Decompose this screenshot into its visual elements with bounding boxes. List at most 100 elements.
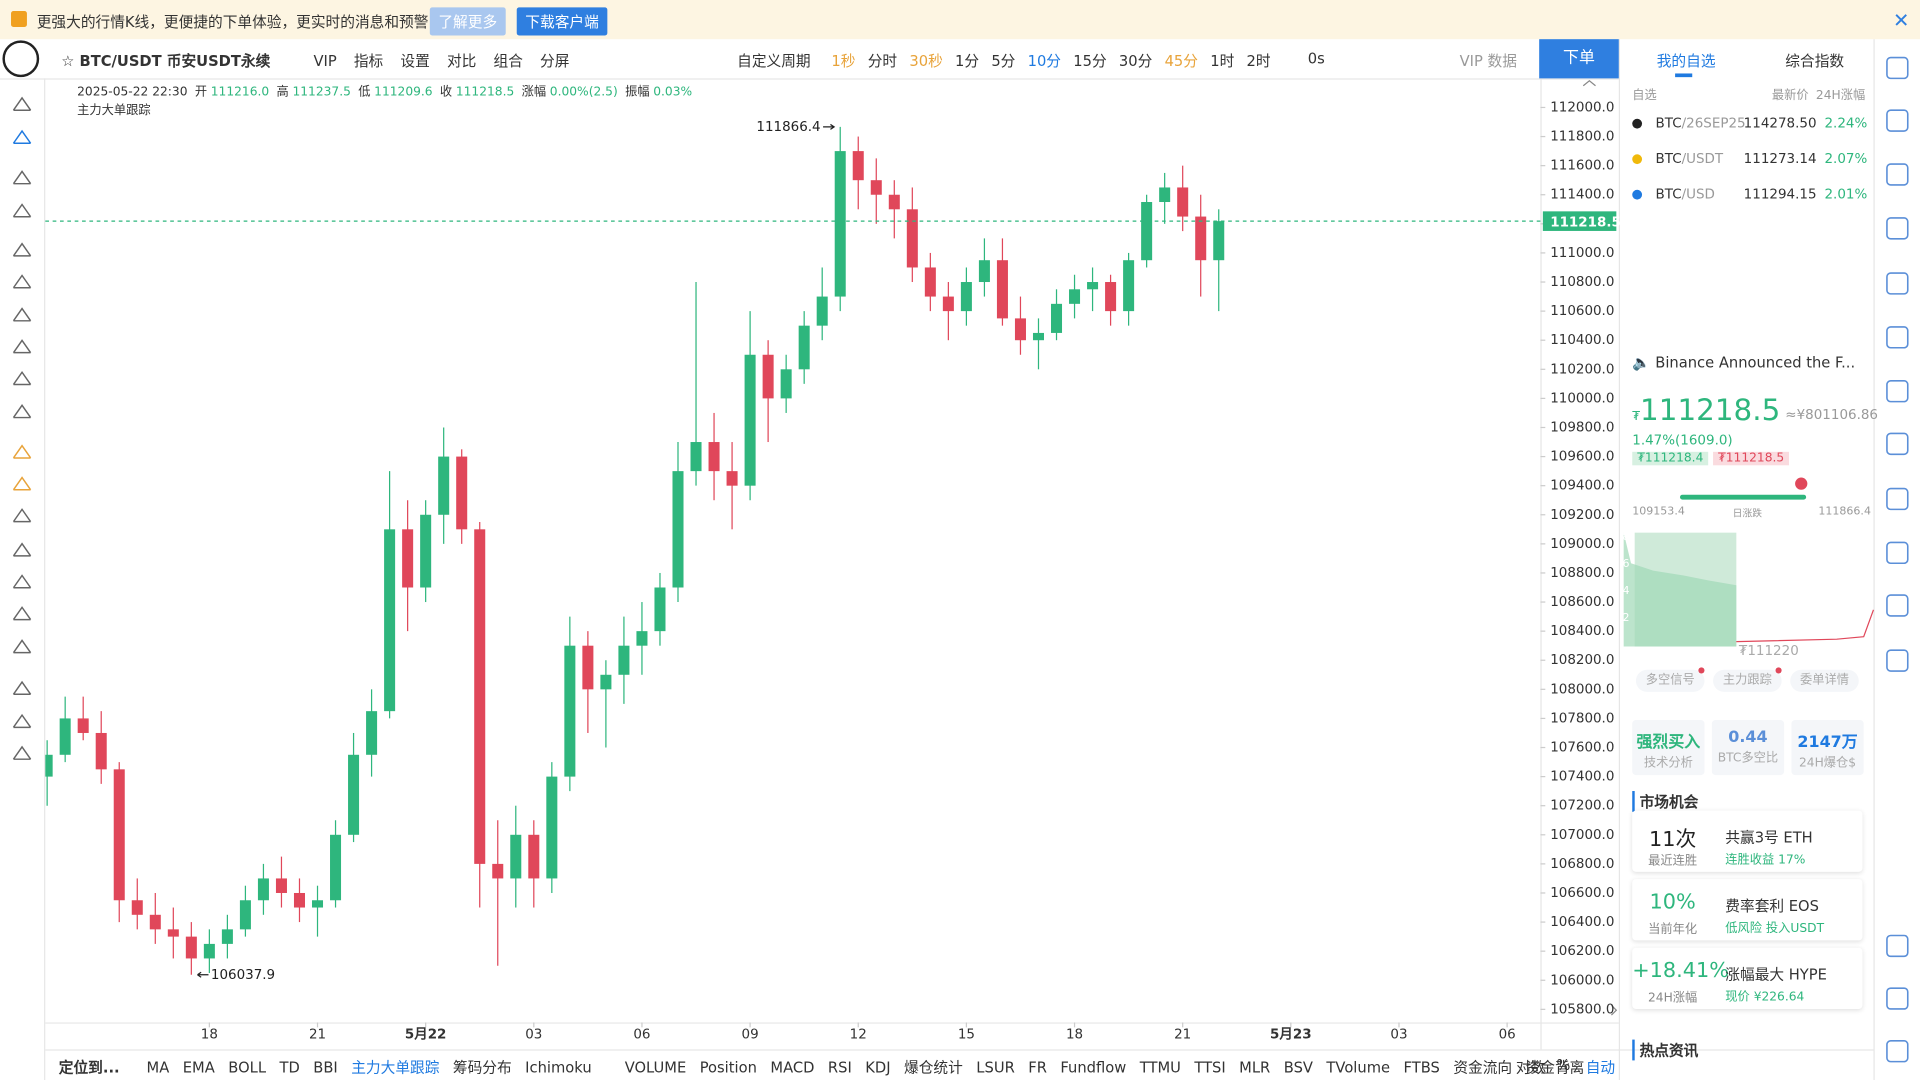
tool-icon[interactable] xyxy=(12,713,32,729)
auto-toggle[interactable]: 自动 xyxy=(1585,1059,1616,1077)
tool-icon[interactable] xyxy=(12,574,32,589)
toolbar-item[interactable]: VIP xyxy=(313,52,337,70)
indicator[interactable]: FTBS xyxy=(1403,1058,1440,1076)
symbol[interactable]: ☆ BTC/USDT 币安USDT永续 xyxy=(61,50,270,71)
symbol-name[interactable]: BTC/USDT 币安USDT永续 xyxy=(79,52,271,70)
tool-icon[interactable] xyxy=(12,242,32,257)
indicator[interactable]: 主力大单跟踪 xyxy=(351,1059,440,1077)
indicator[interactable]: BBI xyxy=(313,1058,338,1076)
period[interactable]: 1秒 xyxy=(831,52,856,70)
side-button[interactable]: 委单详情 xyxy=(1790,669,1859,692)
tool-icon[interactable] xyxy=(12,680,32,696)
tool-icon[interactable] xyxy=(12,96,32,111)
indicator[interactable]: TTSI xyxy=(1194,1058,1226,1076)
pair[interactable]: BTC/26SEP25 xyxy=(1656,115,1746,131)
indicator[interactable]: BSV xyxy=(1283,1058,1313,1076)
side-icon[interactable] xyxy=(1886,934,1909,958)
tool-icon[interactable] xyxy=(12,339,32,354)
period[interactable]: 分时 xyxy=(867,52,898,70)
period[interactable]: 30分 xyxy=(1118,52,1153,70)
side-icon[interactable] xyxy=(1886,649,1909,672)
indicator[interactable]: EMA xyxy=(182,1058,215,1076)
indicator[interactable]: TD xyxy=(279,1058,300,1076)
scroll-right[interactable] xyxy=(1610,1004,1618,1016)
tool-icon[interactable] xyxy=(12,542,32,557)
toolbar-item[interactable]: 组合 xyxy=(493,52,523,70)
indicator[interactable]: MACD xyxy=(770,1058,815,1076)
logo[interactable] xyxy=(2,40,40,78)
period[interactable]: 1分 xyxy=(955,52,980,70)
tab[interactable]: 综合指数 xyxy=(1785,52,1845,70)
locate[interactable]: 定位到... xyxy=(58,1059,120,1077)
toolbar-item[interactable]: 分屏 xyxy=(540,52,570,70)
scroll-up[interactable] xyxy=(1582,80,1596,87)
opportunity-card[interactable]: 11次 最近连胜 共赢3号 ETH 连胜收益 17% xyxy=(1632,810,1863,872)
side-button[interactable]: 主力跟踪 xyxy=(1713,669,1782,692)
tool-icon[interactable] xyxy=(12,370,32,386)
side-icon[interactable] xyxy=(1886,109,1909,132)
side-icon[interactable] xyxy=(1886,163,1909,186)
side-icon[interactable] xyxy=(1886,594,1909,617)
indicator[interactable]: Fundflow xyxy=(1060,1058,1127,1076)
vip-data[interactable]: VIP 数据 xyxy=(1459,52,1517,70)
pair[interactable]: BTC/USDT xyxy=(1656,151,1724,167)
news[interactable]: 🔈 Binance Announced the F... xyxy=(1632,353,1856,372)
side-icon[interactable] xyxy=(1886,380,1909,403)
tool-icon[interactable] xyxy=(12,508,32,523)
indicator[interactable]: MLR xyxy=(1239,1058,1271,1076)
tool-icon[interactable] xyxy=(12,203,32,218)
tool-icon[interactable] xyxy=(12,404,32,419)
side-icon[interactable] xyxy=(1886,1040,1909,1063)
toolbar-item[interactable]: 设置 xyxy=(400,52,430,70)
indicator[interactable]: 爆仓统计 xyxy=(904,1059,963,1077)
star[interactable]: ☆ xyxy=(61,52,75,70)
period[interactable]: 2时 xyxy=(1246,52,1271,70)
percent-toggle[interactable]: % xyxy=(1556,1056,1571,1074)
side-icon[interactable] xyxy=(1886,326,1909,349)
indicator[interactable]: RSI xyxy=(827,1058,852,1076)
indicator[interactable]: KDJ xyxy=(865,1058,891,1076)
indicator[interactable]: TTMU xyxy=(1139,1058,1181,1076)
indicator[interactable]: 资金流向 xyxy=(1453,1059,1513,1077)
indicator[interactable]: VOLUME xyxy=(624,1058,687,1076)
news-text[interactable]: Binance Announced the F... xyxy=(1655,353,1856,372)
download[interactable]: 下载客户端 xyxy=(516,7,608,36)
tool-icon[interactable] xyxy=(12,476,32,491)
pair[interactable]: BTC/USD xyxy=(1656,186,1715,202)
indicator[interactable]: TVolume xyxy=(1326,1058,1391,1076)
side-icon[interactable] xyxy=(1886,217,1909,240)
indicator[interactable]: 资金背离 xyxy=(1525,1059,1585,1077)
tool-icon[interactable] xyxy=(12,129,32,145)
period[interactable]: 45分 xyxy=(1164,52,1198,70)
side-icon[interactable] xyxy=(1886,56,1909,80)
side-icon[interactable] xyxy=(1886,487,1909,511)
opportunity-card[interactable]: +18.41% 24H涨幅 涨幅最大 HYPE 现价 ¥226.64 xyxy=(1632,947,1863,1009)
period[interactable]: 1时 xyxy=(1210,52,1235,70)
tool-icon[interactable] xyxy=(12,606,32,621)
period[interactable]: 10分 xyxy=(1027,52,1062,70)
learn-more[interactable]: 了解更多 xyxy=(429,7,506,36)
indicator[interactable]: MA xyxy=(146,1058,170,1076)
period[interactable]: 15分 xyxy=(1073,52,1107,70)
indicator[interactable]: LSUR xyxy=(976,1058,1015,1076)
period[interactable]: 30秒 xyxy=(909,52,943,70)
toolbar-item[interactable]: 对比 xyxy=(446,52,477,70)
close-banner[interactable]: ✕ xyxy=(1893,8,1910,32)
tool-icon[interactable] xyxy=(12,274,32,289)
tool-icon[interactable] xyxy=(12,745,32,760)
side-icon[interactable] xyxy=(1886,541,1909,565)
custom-period[interactable]: 自定义周期 xyxy=(737,52,811,70)
log-toggle[interactable]: 对数 xyxy=(1515,1059,1546,1077)
toolbar-item[interactable]: 指标 xyxy=(353,52,384,70)
opportunity-card[interactable]: 10% 当前年化 费率套利 EOS 低风险 投入USDT xyxy=(1632,879,1863,941)
tool-icon[interactable] xyxy=(12,307,32,322)
side-icon[interactable] xyxy=(1886,432,1909,456)
indicator[interactable]: BOLL xyxy=(228,1058,267,1076)
tab[interactable]: 我的自选 xyxy=(1656,52,1716,70)
tool-icon[interactable] xyxy=(12,170,32,185)
side-button[interactable]: 多空信号 xyxy=(1635,669,1705,692)
indicator[interactable]: FR xyxy=(1028,1058,1047,1076)
indicator[interactable]: 筹码分布 xyxy=(452,1059,512,1077)
indicator[interactable]: Position xyxy=(699,1058,757,1076)
order-button[interactable]: 下单 xyxy=(1539,39,1619,79)
